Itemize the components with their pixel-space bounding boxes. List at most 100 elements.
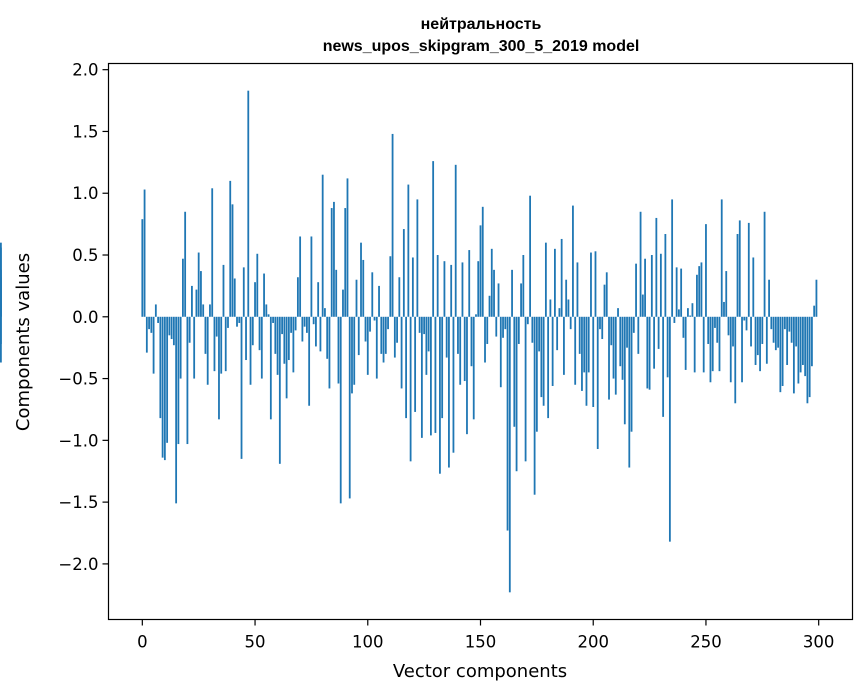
bar-42	[236, 316, 238, 327]
bar-264	[736, 234, 739, 317]
bar-207	[608, 316, 610, 400]
bar-62	[281, 316, 283, 335]
bar-115	[400, 316, 403, 389]
bar-10	[163, 316, 166, 461]
bar-34	[218, 316, 220, 420]
bar-71	[301, 316, 304, 342]
bar-1	[143, 189, 146, 317]
bar-198	[587, 316, 590, 373]
bar-227	[653, 316, 655, 369]
bar-121	[414, 316, 417, 412]
bar-28	[204, 316, 207, 354]
bar-194	[578, 316, 581, 354]
bar-277	[765, 316, 768, 364]
chart-title-line-1: нейтральность	[421, 16, 542, 33]
bar-250	[705, 224, 707, 317]
bar-11	[166, 316, 169, 443]
bar-43	[238, 316, 241, 323]
bar-118	[407, 184, 410, 317]
bar-131	[436, 255, 439, 317]
bar-78	[317, 282, 320, 317]
bar-130	[434, 316, 437, 433]
bar-64	[285, 316, 288, 399]
bar-153	[486, 316, 489, 344]
bar-139	[454, 164, 457, 317]
bar-241	[684, 316, 687, 370]
x-tick-label: 50	[245, 633, 266, 652]
bar-7	[157, 316, 159, 323]
bar-119	[409, 316, 412, 462]
bar-127	[427, 316, 430, 352]
bar-211	[617, 308, 619, 317]
bar-208	[610, 316, 613, 346]
bar-90	[344, 208, 347, 317]
bar-93	[351, 316, 353, 394]
bar-203	[599, 316, 601, 330]
y-tick-label: 0.0	[72, 308, 98, 327]
bar-82	[326, 316, 329, 359]
bar-288	[790, 316, 793, 343]
bar-296	[808, 316, 811, 398]
y-tick-label: −0.5	[58, 370, 98, 389]
bar-123	[418, 316, 421, 333]
bar-86	[335, 269, 338, 317]
bar-229	[657, 316, 660, 349]
bar-305	[0, 247, 2, 317]
x-tick-label: 100	[352, 633, 384, 652]
bar-193	[576, 262, 579, 317]
bar-167	[517, 316, 520, 344]
bar-175	[535, 316, 538, 432]
bar-114	[398, 277, 401, 317]
bar-178	[542, 316, 545, 406]
bar-210	[614, 316, 617, 395]
bar-205	[603, 284, 606, 317]
bar-144	[466, 316, 468, 435]
bar-85	[333, 201, 335, 317]
bar-155	[490, 248, 493, 317]
bar-259	[725, 271, 728, 317]
bar-163	[508, 316, 511, 593]
bar-13	[170, 316, 173, 340]
bar-148	[475, 314, 477, 317]
bar-200	[592, 316, 595, 407]
bar-151	[481, 206, 484, 317]
bar-257	[720, 199, 723, 317]
bar-104	[375, 316, 378, 379]
bar-68	[294, 316, 297, 331]
chart-title-line-2: news_upos_skipgram_300_5_2019 model	[323, 38, 640, 55]
bar-176	[538, 316, 541, 352]
bar-170	[524, 316, 527, 462]
bar-180	[547, 316, 550, 419]
bar-199	[590, 252, 592, 317]
bar-159	[499, 316, 502, 388]
bar-145	[468, 250, 471, 317]
bar-303	[0, 316, 2, 344]
bar-267	[743, 316, 746, 321]
bar-179	[544, 242, 547, 317]
bar-124	[420, 316, 423, 438]
bar-137	[450, 264, 453, 317]
bar-141	[459, 316, 462, 385]
bar-254	[714, 316, 716, 328]
x-axis-ticks: 0 50 100 150 200 250 300	[137, 619, 834, 652]
bar-232	[664, 234, 667, 317]
bar-247	[698, 266, 701, 317]
bar-212	[619, 316, 622, 367]
bar-72	[303, 316, 306, 327]
bar-298	[813, 305, 816, 317]
bar-160	[502, 316, 504, 338]
bar-275	[761, 316, 764, 344]
bar-135	[445, 316, 448, 358]
x-tick-label: 150	[465, 633, 497, 652]
bar-63	[283, 316, 286, 364]
y-tick-label: −2.0	[58, 555, 98, 574]
bar-195	[581, 316, 583, 391]
bar-88	[339, 316, 342, 504]
bar-295	[806, 316, 809, 404]
bar-216	[628, 316, 631, 468]
bar-74	[308, 316, 311, 406]
bar-49	[251, 316, 254, 346]
bar-265	[738, 220, 741, 317]
bar-269	[747, 222, 750, 317]
